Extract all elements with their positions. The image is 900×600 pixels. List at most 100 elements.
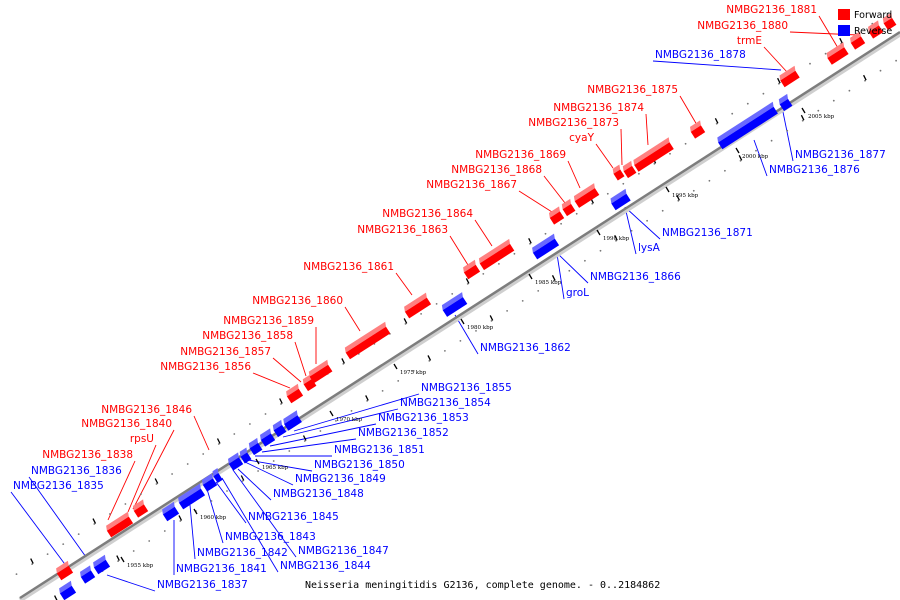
reverse-gene [717,101,778,150]
gene-top-face [202,473,213,485]
scale-dot [475,330,477,332]
gene-top-face [463,259,476,273]
minor-tick [863,74,867,81]
label-connector [818,15,839,49]
gene-label: NMBG2136_1845 [248,511,339,523]
scale-dot [599,249,602,252]
reverse-gene [228,452,244,471]
gene-front-face [93,559,111,575]
gene-top-face [308,359,329,377]
scale-dot [708,179,711,182]
tick-mark [393,363,398,370]
scale-dot [638,172,640,175]
gene-label: NMBG2136_1871 [662,227,753,239]
label-connector [293,393,420,432]
gene-front-face [59,585,77,600]
gene-top-face [56,560,69,574]
scale-dot [171,473,174,475]
minor-tick [240,475,245,481]
gene-label: NMBG2136_1860 [252,295,343,307]
label-connector [782,111,794,162]
reverse-gene [283,410,302,431]
gene-top-face [573,183,595,202]
reverse-gene [93,554,111,575]
tick-mark [735,147,740,154]
gene-label: NMBG2136_1844 [280,560,371,572]
scale-ticks: 1955 kbp 1960 kbp 1965 kbp 1970 kbp 1975 kbp… [30,37,867,600]
scale-dot [109,513,111,515]
legend-forward-label: Forward [854,10,892,21]
scale-dot [653,162,656,165]
label-connector [107,460,136,521]
scale-dot [615,239,617,242]
scale-dot [179,520,182,522]
gene-label: NMBG2136_1868 [451,164,542,176]
scale-dot [506,310,508,312]
tick-label: 1975 kbp [400,370,427,376]
label-connector [625,207,661,240]
label-connector [518,190,553,213]
scale-dot [646,219,648,222]
scale-dot [817,109,820,112]
scale-dot [420,313,422,315]
minor-tick [341,358,345,364]
gene-top-face [610,188,627,204]
minor-tick [551,275,556,281]
scale-tick: 1965 kbp [255,458,289,471]
gene-top-face [622,160,632,172]
scale-dot [622,182,625,185]
gene-front-face [284,415,302,431]
label-connector [395,272,413,296]
tick-label: 1965 kbp [262,465,289,471]
scale-dot [186,463,189,465]
tick-label: 2005 kbp [808,114,835,120]
gene-top-face [779,65,796,81]
scale-dot [335,420,337,422]
scale-dot [148,540,151,542]
forward-gene [882,12,897,31]
scale-dot [848,89,851,92]
gene-front-face [240,452,252,464]
gene-label: NMBG2136_1846 [101,404,192,416]
scale-tick: 2000 kbp [735,147,769,160]
tick-label: 1995 kbp [672,193,699,199]
minor-tick [116,555,120,561]
gene-front-face [532,238,560,260]
gene-front-face [56,565,74,581]
gene-label: NMBG2136_1875 [587,84,678,96]
minor-tick [54,595,58,600]
gene-label: NMBG2136_1880 [697,20,788,32]
gene-label: NMBG2136_1856 [160,361,251,373]
label-connector [679,95,698,126]
forward-gene [106,511,134,538]
gene-top-face [239,447,248,457]
minor-tick [279,398,283,404]
label-connector [449,235,469,266]
gene-front-face [213,473,223,483]
label-connector [261,438,357,453]
reverse-gene [178,483,206,510]
scale-dot [560,222,562,225]
gene-top-face [882,12,892,24]
tick-label: 1980 kbp [467,325,494,331]
scale-dot [591,202,594,205]
scale-dot [412,370,415,372]
scale-dot [482,273,485,275]
legend: Forward Reverse [838,9,892,37]
gene-top-face [717,101,774,143]
reverse-gene [162,501,180,522]
gene-front-face [249,442,263,456]
gene-label: NMBG2136_1864 [382,208,473,220]
reverse-gene [778,93,793,112]
scale-dot [498,263,500,265]
gene-front-face [202,478,218,492]
scale-dot [404,323,407,325]
gene-label: NMBG2136_1878 [655,49,746,61]
label-connector [215,481,247,524]
gene-label: NMBG2136_1859 [223,315,314,327]
gene-top-face [612,164,621,174]
gene-label: NMBG2136_1840 [81,418,172,430]
tick-label: 1955 kbp [127,563,154,569]
scale-dot [46,553,49,555]
